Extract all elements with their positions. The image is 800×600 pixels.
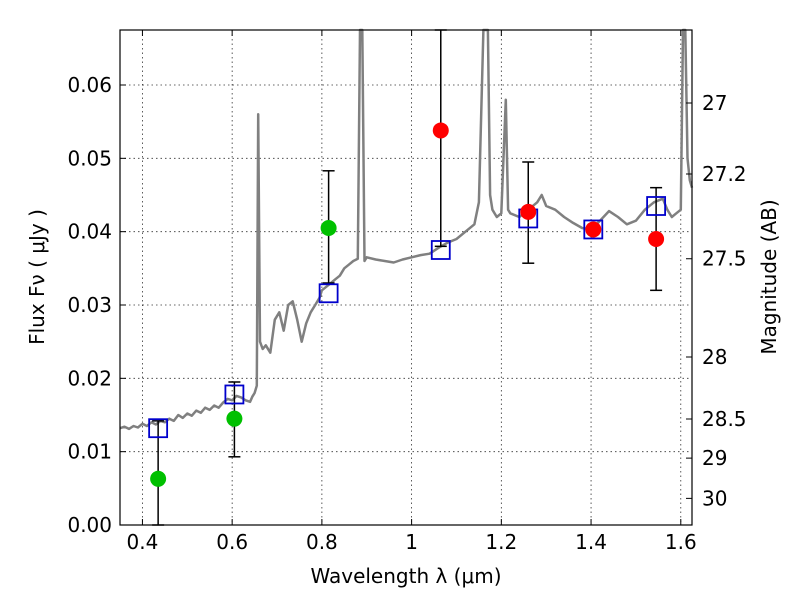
model-square	[318, 283, 339, 304]
y-tick-label: 0.02	[67, 366, 112, 390]
model-square	[148, 418, 169, 439]
model-square	[583, 219, 604, 240]
x-tick-label: 1.6	[665, 530, 697, 554]
red-data-point	[585, 221, 602, 238]
x-tick-label: 0.4	[127, 530, 159, 554]
y-tick-label: 0.04	[67, 220, 112, 244]
y2-tick-label: 28	[702, 345, 727, 369]
y2-tick-label: 28.5	[702, 407, 747, 431]
grid-layer	[120, 30, 692, 526]
series-layer	[119, 28, 694, 526]
green-data-point	[320, 220, 337, 236]
spectrum-line	[119, 28, 694, 431]
x-tick-label: 0.8	[306, 530, 338, 554]
y-tick-label: 0.00	[67, 513, 112, 537]
red-data-point	[520, 203, 537, 220]
y2-tick-label: 27.2	[702, 162, 747, 186]
model-square	[224, 384, 245, 405]
y-tick-label: 0.01	[67, 440, 112, 464]
y2-tick-label: 30	[702, 486, 727, 510]
y-tick-label: 0.06	[67, 73, 112, 97]
model-square	[430, 240, 451, 260]
x-tick-label: 1.4	[575, 530, 607, 554]
y2-tick-label: 27	[702, 91, 727, 115]
plot-frame	[119, 29, 693, 526]
x-tick-label: 1	[405, 530, 418, 554]
x-tick-label: 0.6	[216, 530, 248, 554]
model-square	[646, 196, 667, 216]
labels-layer: 0.4 0.6 0.8 1 1.2 1.4 1.6 0.00 0.01 0.02 0.03 0.04 0…	[67, 73, 746, 554]
red-data-point	[432, 122, 449, 139]
x-axis-title: Wavelength λ (μm)	[310, 564, 501, 588]
green-data-point	[226, 410, 243, 427]
red-data-point	[648, 231, 665, 247]
y2-axis-title: Magnitude (AB)	[757, 199, 781, 354]
y-axis-title: Flux Fν ( μJy )	[25, 209, 49, 345]
x-tick-label: 1.2	[485, 530, 517, 554]
y-tick-label: 0.03	[67, 293, 112, 317]
y-tick-label: 0.05	[67, 146, 112, 170]
ticks-layer	[120, 30, 692, 526]
y2-tick-label: 27.5	[702, 247, 747, 271]
y2-tick-label: 29	[702, 446, 727, 470]
green-data-point	[150, 470, 167, 487]
